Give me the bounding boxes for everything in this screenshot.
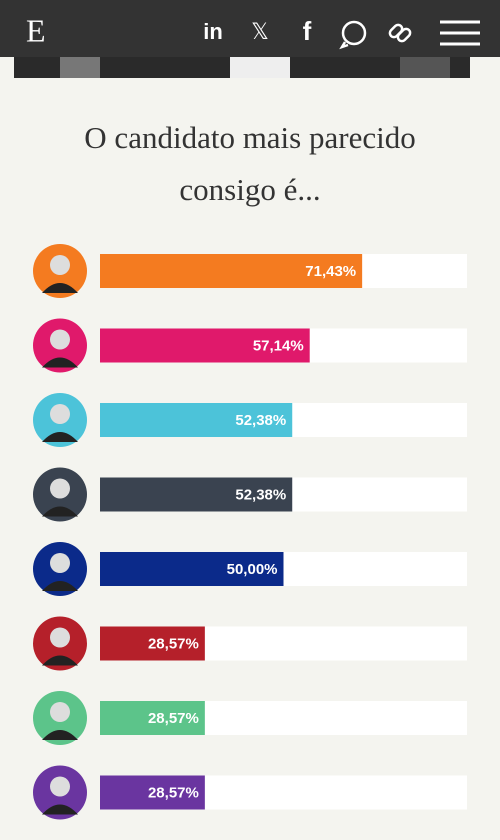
avatar-head	[50, 702, 70, 722]
bar	[100, 328, 310, 363]
bar	[100, 775, 205, 810]
x-icon[interactable]: 𝕏	[251, 20, 269, 45]
avatar-body	[42, 655, 78, 666]
value-label: 52,38%	[235, 486, 286, 503]
value-label: 52,38%	[235, 412, 286, 429]
avatar-body	[42, 581, 78, 591]
bar	[100, 626, 205, 661]
avatar-head	[50, 627, 70, 648]
avatar-body	[42, 283, 78, 293]
link-icon[interactable]	[388, 23, 412, 43]
bar	[100, 477, 293, 512]
avatar-head	[50, 776, 70, 797]
bar	[100, 254, 363, 288]
avatar-head	[50, 329, 70, 350]
avatar-body	[42, 506, 78, 517]
bar	[100, 403, 293, 437]
avatar-head	[50, 553, 70, 573]
value-label: 28,57%	[148, 635, 199, 652]
avatar-head	[50, 255, 70, 275]
logo[interactable]: E	[26, 12, 46, 48]
avatar-body	[42, 357, 78, 368]
avatar-body	[42, 432, 78, 442]
avatar-head	[50, 404, 70, 424]
avatar-body	[42, 804, 78, 815]
avatar-head	[50, 478, 70, 499]
whatsapp-icon[interactable]	[339, 20, 367, 50]
value-label: 57,14%	[253, 337, 304, 354]
hero-image-detail	[230, 57, 290, 78]
hero-image-detail	[400, 57, 450, 78]
value-label: 71,43%	[305, 263, 356, 280]
facebook-icon[interactable]: f	[303, 16, 312, 46]
bar	[100, 552, 284, 586]
value-label: 50,00%	[227, 561, 278, 578]
header-bar	[0, 0, 500, 57]
chart-title: O candidato mais parecido consigo é...	[84, 120, 416, 207]
hero-image-detail	[60, 57, 100, 78]
menu-icon[interactable]	[440, 20, 480, 46]
avatar-body	[42, 730, 78, 740]
bar	[100, 701, 205, 735]
value-label: 28,57%	[148, 710, 199, 727]
linkedin-icon[interactable]: in	[203, 19, 223, 44]
value-label: 28,57%	[148, 784, 199, 801]
